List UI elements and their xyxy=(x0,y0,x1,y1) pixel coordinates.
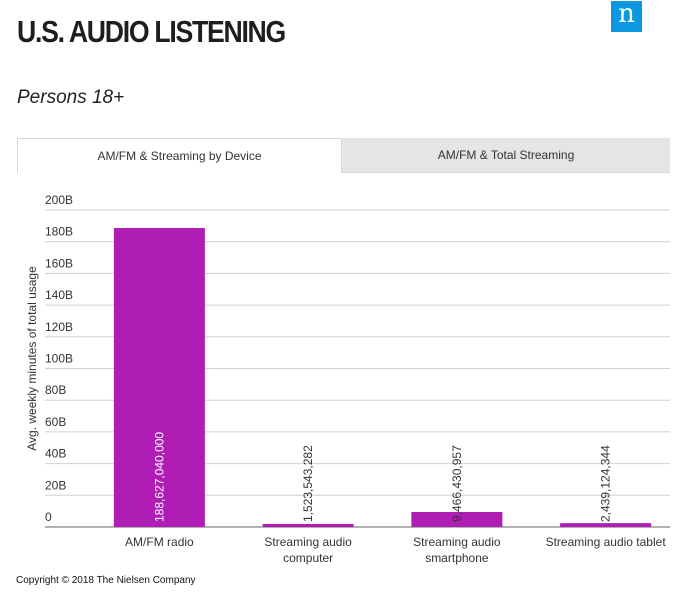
y-tick-label: 60B xyxy=(45,415,66,429)
nielsen-logo: n xyxy=(611,1,642,32)
y-tick-label: 0 xyxy=(45,510,52,524)
bar xyxy=(411,511,503,527)
y-tick-label: 160B xyxy=(45,256,73,270)
data-label: 188,627,040,000 xyxy=(152,432,166,522)
y-tick-label: 120B xyxy=(45,320,73,334)
subtitle: Persons 18+ xyxy=(17,87,125,108)
y-tick-label: 100B xyxy=(45,352,73,366)
tab-total-streaming[interactable]: AM/FM & Total Streaming xyxy=(342,138,670,173)
y-tick-label: 140B xyxy=(45,288,73,302)
x-tick-label: AM/FM radio xyxy=(125,535,194,549)
x-tick-label: Streaming audio xyxy=(264,535,352,549)
copyright-text: Copyright © 2018 The Nielsen Company xyxy=(16,575,196,586)
y-tick-label: 20B xyxy=(45,478,66,492)
bar xyxy=(113,228,205,528)
y-tick-label: 180B xyxy=(45,225,73,239)
page-title: U.S. AUDIO LISTENING xyxy=(17,14,286,49)
x-tick-label: smartphone xyxy=(425,551,489,565)
data-label: 1,523,543,282 xyxy=(301,445,315,522)
data-label: 2,439,124,344 xyxy=(599,445,613,522)
y-axis-label: Avg. weekly minutes of total usage xyxy=(25,266,39,451)
x-tick-label: Streaming audio tablet xyxy=(546,535,667,549)
bar-chart: 0 20B 40B 60B 80B 100B 120B 140B 160B 180B 200B Avg… xyxy=(25,193,670,565)
x-tick-label: Streaming audio xyxy=(413,535,501,549)
logo-letter: n xyxy=(618,0,635,29)
y-tick-label: 80B xyxy=(45,383,66,397)
x-tick-label: computer xyxy=(283,551,333,565)
y-tick-label: 200B xyxy=(45,193,73,207)
tab-streaming-by-device[interactable]: AM/FM & Streaming by Device xyxy=(17,138,342,173)
bar xyxy=(560,523,652,527)
y-tick-label: 40B xyxy=(45,447,66,461)
bar xyxy=(262,524,354,527)
chart-tabs: AM/FM & Streaming by Device AM/FM & Tota… xyxy=(17,138,670,173)
data-label: 9,466,430,957 xyxy=(450,445,464,522)
